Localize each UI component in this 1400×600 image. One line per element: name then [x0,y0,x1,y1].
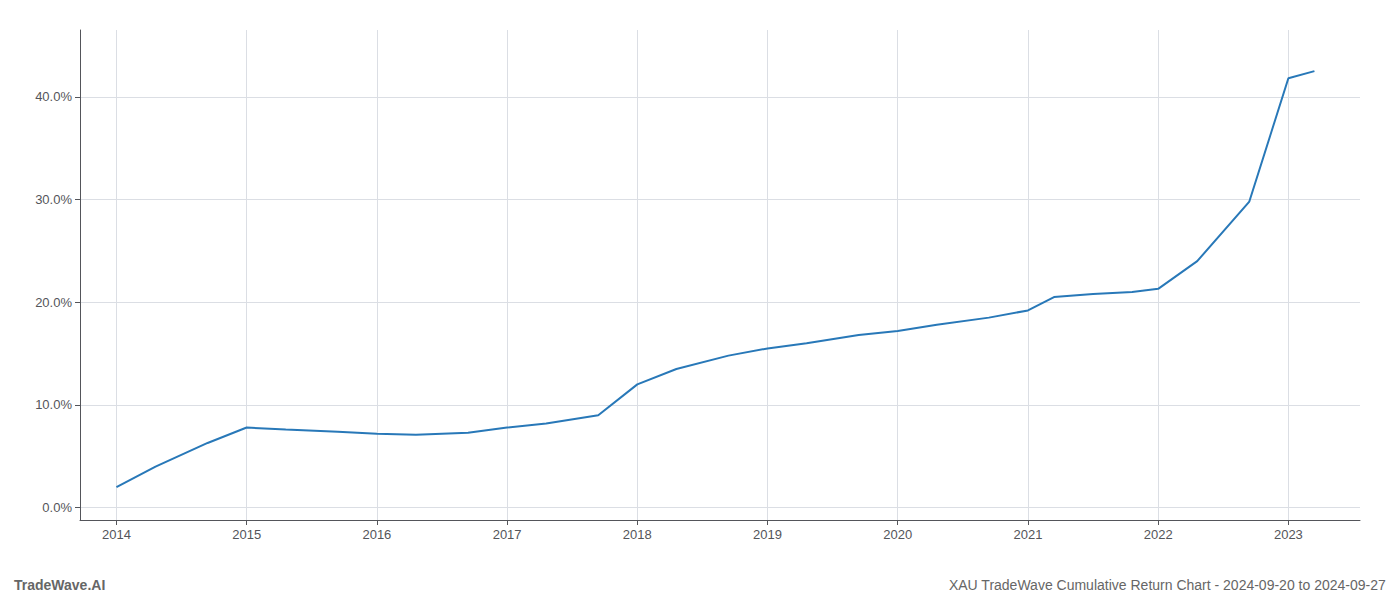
svg-text:2015: 2015 [232,527,261,542]
svg-text:2023: 2023 [1274,527,1303,542]
svg-text:2017: 2017 [493,527,522,542]
svg-text:2021: 2021 [1013,527,1042,542]
svg-text:0.0%: 0.0% [42,500,72,515]
svg-text:20.0%: 20.0% [35,295,72,310]
svg-text:2016: 2016 [362,527,391,542]
svg-text:2019: 2019 [753,527,782,542]
svg-text:2020: 2020 [883,527,912,542]
svg-text:XAU TradeWave Cumulative Retur: XAU TradeWave Cumulative Return Chart - … [949,577,1386,593]
svg-text:2022: 2022 [1144,527,1173,542]
svg-text:2014: 2014 [102,527,131,542]
svg-text:2018: 2018 [623,527,652,542]
svg-text:10.0%: 10.0% [35,397,72,412]
svg-text:30.0%: 30.0% [35,192,72,207]
svg-text:TradeWave.AI: TradeWave.AI [14,577,105,593]
svg-text:40.0%: 40.0% [35,89,72,104]
